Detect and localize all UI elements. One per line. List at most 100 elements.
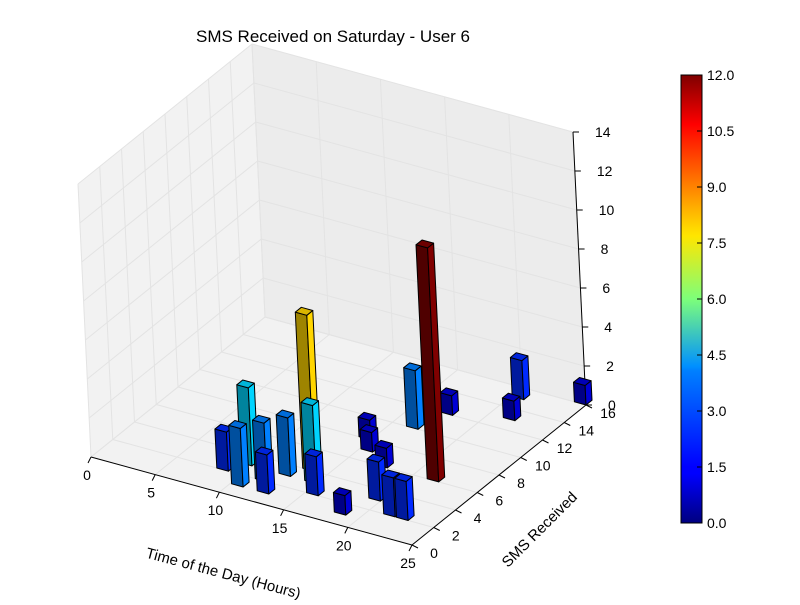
x-tick-mark xyxy=(87,456,92,464)
bar xyxy=(394,473,415,521)
x-tick-label: 20 xyxy=(336,537,352,553)
bar-top-face xyxy=(294,306,314,316)
x-axis-line xyxy=(90,456,413,546)
colorbar-tick-label: 9.0 xyxy=(707,179,727,195)
grid-line xyxy=(79,82,255,224)
grid-line xyxy=(251,43,574,133)
grid-line xyxy=(257,160,579,250)
bar-top-face xyxy=(415,239,435,249)
grid-line xyxy=(253,82,575,172)
y-tick-mark xyxy=(564,422,571,426)
grid-line xyxy=(208,78,222,353)
bar xyxy=(501,392,522,422)
z-tick-label: 12 xyxy=(597,163,613,179)
grid-line xyxy=(508,114,523,388)
colorbar-tick-label: 1.5 xyxy=(707,459,727,475)
z-tick-label: 14 xyxy=(595,124,611,140)
bar-top-face xyxy=(300,397,319,407)
colorbar-tick-label: 10.5 xyxy=(707,123,734,139)
y-tick-mark xyxy=(520,457,527,461)
y-tick-label: 0 xyxy=(430,545,438,561)
bar xyxy=(275,409,297,477)
bar-front-face xyxy=(332,492,347,516)
bar-top-face xyxy=(275,409,295,419)
y-tick-label: 12 xyxy=(557,440,573,456)
bar xyxy=(332,487,353,516)
grid-line xyxy=(251,43,266,318)
bar xyxy=(403,362,425,430)
bar-top-face xyxy=(357,411,377,421)
colorbar-tick-label: 3.0 xyxy=(707,403,727,419)
grid-line xyxy=(77,183,92,458)
bar xyxy=(359,424,379,453)
x-tick-mark xyxy=(408,544,413,552)
bar xyxy=(509,352,531,401)
bar-top-face xyxy=(509,352,529,362)
z-tick-label: 8 xyxy=(601,241,609,257)
y-tick-label: 10 xyxy=(535,458,551,474)
x-tick-mark xyxy=(344,527,349,534)
grid-line xyxy=(315,61,330,335)
bar-top-face xyxy=(381,469,400,479)
z-axis-line xyxy=(572,131,587,406)
grid-line xyxy=(229,61,244,335)
bar-top-face xyxy=(394,473,413,482)
grid-line xyxy=(88,277,264,419)
y-axis-label: SMS Received xyxy=(499,489,581,571)
grid-line xyxy=(444,96,459,370)
x-tick-label: 0 xyxy=(83,467,91,483)
bar-top-face xyxy=(332,487,352,497)
grid-line xyxy=(83,160,258,302)
bar-top-face xyxy=(374,439,393,449)
x-tick-label: 15 xyxy=(272,520,288,536)
y-tick-label: 6 xyxy=(495,493,503,509)
grid-line xyxy=(164,113,179,388)
y-tick-mark xyxy=(411,544,419,549)
bar-top-face xyxy=(439,387,459,397)
colorbar-tick-label: 0.0 xyxy=(707,515,727,531)
grid-line xyxy=(142,131,157,405)
bar-top-face xyxy=(573,377,592,386)
z-tick-label: 10 xyxy=(599,202,615,218)
colorbar: 0.0 1.5 3.0 4.5 6.0 7.5 9.0 10.5 12.0 xyxy=(680,67,734,531)
grid-line xyxy=(90,316,266,458)
bar-top-face xyxy=(366,453,385,463)
colorbar-tick-label: 4.5 xyxy=(707,347,727,363)
grid-line xyxy=(85,199,260,341)
colorbar-tick-label: 6.0 xyxy=(707,291,727,307)
y-tick-mark xyxy=(477,492,484,496)
grid-line xyxy=(121,148,135,423)
colorbar-ticks: 0.0 1.5 3.0 4.5 6.0 7.5 9.0 10.5 12.0 xyxy=(697,67,734,531)
back-wall-pane xyxy=(252,44,586,405)
bar-top-face xyxy=(403,362,422,372)
grid-line xyxy=(186,96,201,370)
bar-top-face xyxy=(236,379,255,389)
grid-line xyxy=(221,351,543,441)
y-tick-mark xyxy=(455,509,462,514)
y-tick-label: 8 xyxy=(517,475,525,491)
grid-line xyxy=(255,121,577,211)
bar xyxy=(254,446,276,495)
bar-side-face xyxy=(405,476,415,521)
x-tick-mark xyxy=(280,509,285,517)
grid-line xyxy=(86,238,262,380)
bar-top-face xyxy=(304,448,323,458)
bar-top-face xyxy=(501,392,521,402)
grid-line xyxy=(77,43,253,185)
y-tick-mark xyxy=(433,527,440,531)
bar-side-face xyxy=(266,449,276,495)
x-tick-label: 25 xyxy=(400,555,416,571)
x-tick-label: 5 xyxy=(147,485,155,501)
bars-group xyxy=(214,239,593,521)
z-tick-label: 6 xyxy=(602,280,610,296)
chart-title: SMS Received on Saturday - User 6 xyxy=(196,27,470,46)
grid-line xyxy=(379,79,394,353)
colorbar-tick-label: 7.5 xyxy=(707,235,727,251)
bar-side-face xyxy=(521,355,531,401)
bar-side-face xyxy=(315,451,325,497)
bar-top-face xyxy=(359,424,379,434)
z-tick-label: 4 xyxy=(604,319,612,335)
y-tick-label: 14 xyxy=(578,423,594,439)
